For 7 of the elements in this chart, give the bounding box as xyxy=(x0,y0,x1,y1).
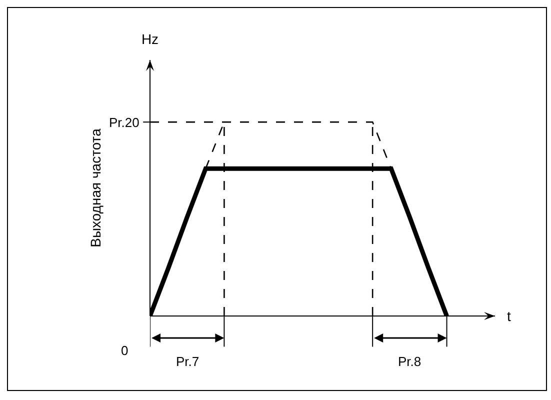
text: 0 xyxy=(121,343,128,358)
x-axis-title: t xyxy=(507,308,511,324)
text: Pr.8 xyxy=(398,354,422,369)
y-axis-title: Выходная частота xyxy=(88,128,104,248)
chart-title: Hz xyxy=(141,31,159,47)
text: Pr.20 xyxy=(109,115,140,130)
text: Pr.7 xyxy=(176,354,200,369)
